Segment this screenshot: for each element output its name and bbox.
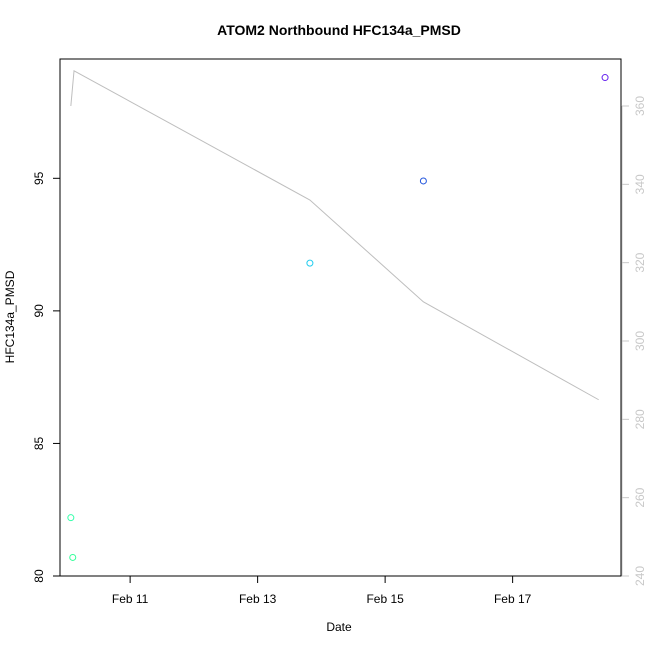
data-point <box>601 74 609 82</box>
x-axis: Feb 11 Feb 13 Feb 15 Feb 17 <box>112 576 532 606</box>
x-tick-label: Feb 13 <box>239 592 277 606</box>
data-points <box>67 74 609 561</box>
secondary-tick-label: 240 <box>633 566 647 586</box>
y-tick-label: 80 <box>32 569 46 583</box>
secondary-line-path <box>70 69 599 401</box>
data-point <box>306 259 314 267</box>
y-axis-label: HFC134a_PMSD <box>3 270 17 363</box>
data-point <box>67 514 75 522</box>
data-point <box>69 553 77 561</box>
secondary-series-line <box>70 69 599 401</box>
y-tick-label: 90 <box>32 304 46 318</box>
x-tick-label: Feb 15 <box>366 592 404 606</box>
secondary-y-axis: 240 260 280 300 320 340 360 <box>621 96 647 586</box>
x-tick-label: Feb 17 <box>494 592 532 606</box>
chart-title: ATOM2 Northbound HFC134a_PMSD <box>217 22 461 38</box>
secondary-tick-label: 360 <box>633 96 647 116</box>
plot-frame <box>59 58 622 577</box>
x-tick-label: Feb 11 <box>112 592 149 606</box>
secondary-tick-label: 280 <box>633 409 647 429</box>
secondary-tick-label: 320 <box>633 252 647 272</box>
y-tick-label: 95 <box>32 171 46 185</box>
secondary-tick-label: 340 <box>633 174 647 194</box>
y-axis: 80 85 90 95 <box>32 171 60 583</box>
y-tick-label: 85 <box>32 436 46 450</box>
x-axis-label: Date <box>326 620 352 634</box>
secondary-tick-label: 260 <box>633 487 647 507</box>
data-point <box>419 177 427 185</box>
secondary-tick-label: 300 <box>633 331 647 351</box>
